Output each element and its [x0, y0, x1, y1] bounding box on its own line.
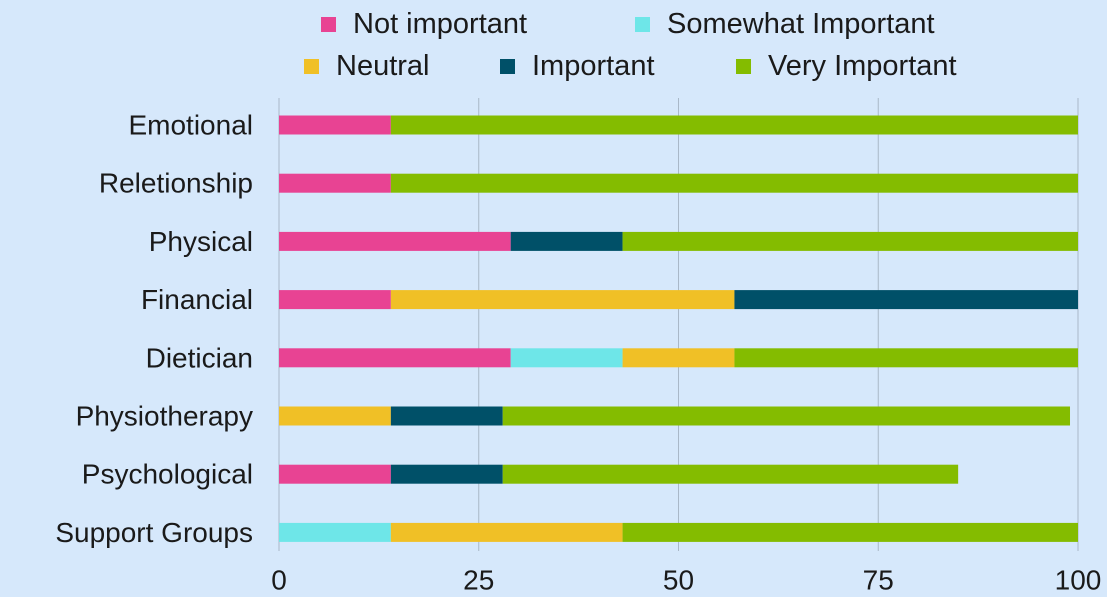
bar-dietician-somewhat-important [510, 348, 623, 368]
category-label: Support Groups [55, 517, 253, 548]
legend-label-important: Important [532, 50, 655, 82]
legend-label-neutral: Neutral [336, 50, 430, 82]
legend-label-somewhat-important: Somewhat Important [667, 8, 935, 40]
bar-support-groups-very-important [622, 522, 1078, 542]
category-labels: Emotional Reletionship Physical Financial Di… [55, 110, 253, 548]
x-tick-label: 25 [463, 565, 494, 596]
category-label: Financial [141, 284, 253, 315]
x-tick-label: 0 [271, 565, 287, 596]
category-label: Reletionship [99, 168, 253, 199]
bar-reletionship-not-important [279, 173, 391, 193]
legend-swatch-neutral [304, 59, 319, 74]
legend-swatch-somewhat-important [635, 17, 650, 32]
legend-label-very-important: Very Important [768, 50, 957, 82]
legend-swatch-important [500, 59, 515, 74]
x-tick-labels: 0 25 50 75 100 [271, 565, 1101, 596]
legend-label-not-important: Not important [353, 8, 527, 40]
bar-physiotherapy-very-important [502, 406, 1071, 426]
bar-physiotherapy-important [390, 406, 503, 426]
bar-psychological-important [390, 464, 503, 484]
bar-physical-very-important [622, 231, 1078, 251]
x-tick-label: 100 [1055, 565, 1102, 596]
category-label: Psychological [82, 459, 253, 490]
bar-psychological-not-important [279, 464, 391, 484]
category-label: Physiotherapy [76, 401, 253, 432]
bar-dietician-not-important [279, 348, 511, 368]
bar-financial-neutral [390, 290, 735, 310]
bar-reletionship-very-important [390, 173, 1078, 193]
bar-support-groups-neutral [390, 522, 623, 542]
bar-physical-not-important [279, 231, 511, 251]
x-tick-label: 50 [663, 565, 694, 596]
bar-financial-not-important [279, 290, 391, 310]
legend-swatch-not-important [321, 17, 336, 32]
bar-physical-important [510, 231, 623, 251]
legend-swatch-very-important [736, 59, 751, 74]
bar-financial-important [734, 290, 1078, 310]
bar-psychological-very-important [502, 464, 959, 484]
x-tick-label: 75 [863, 565, 894, 596]
bar-physiotherapy-neutral [279, 406, 391, 426]
legend: Not important Somewhat Important Neutral Im… [304, 8, 957, 82]
bar-dietician-very-important [734, 348, 1078, 368]
bar-dietician-neutral [622, 348, 735, 368]
bar-support-groups-somewhat-important [279, 522, 391, 542]
category-label: Physical [149, 226, 253, 257]
bars [279, 115, 1078, 542]
category-label: Dietician [146, 342, 253, 373]
bar-emotional-not-important [279, 115, 391, 135]
bar-emotional-very-important [390, 115, 1078, 135]
category-label: Emotional [128, 110, 253, 141]
